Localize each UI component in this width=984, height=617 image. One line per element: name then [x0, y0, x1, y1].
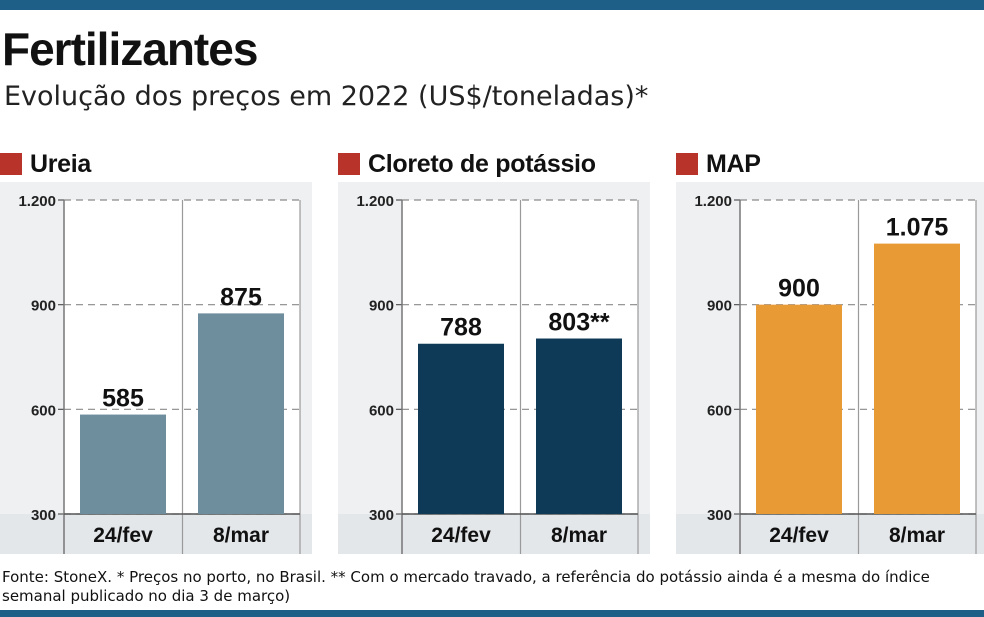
y-tick-label: 900	[707, 298, 732, 315]
panel-header: Ureia	[0, 146, 91, 182]
panel-ureia: Ureia 300 600 900 1.200 585 24/fev 875 8/mar	[0, 146, 312, 566]
panel-title: Ureia	[30, 149, 92, 178]
bar	[80, 414, 166, 514]
data-label: 803**	[548, 309, 609, 337]
category-label: 24/fev	[431, 524, 491, 547]
y-tick-label: 300	[707, 507, 732, 524]
y-tick-label: 300	[31, 507, 56, 524]
y-tick-label: 1.200	[694, 193, 732, 210]
y-tick-label: 600	[31, 402, 56, 419]
panel-title: Cloreto de potássio	[368, 149, 596, 178]
category-label: 8/mar	[889, 524, 945, 547]
bar	[418, 343, 504, 514]
bar-chart-ureia: 300 600 900 1.200 585 24/fev 875 8/mar	[0, 182, 312, 554]
category-band	[338, 514, 650, 554]
y-tick-label: 900	[369, 298, 394, 315]
chart-subtitle: Evolução dos preços em 2022 (US$/tonelad…	[4, 81, 649, 112]
bottom-bar	[0, 610, 984, 617]
bar	[756, 304, 842, 514]
y-tick-label: 1.200	[356, 193, 394, 210]
chart-title: Fertilizantes	[2, 23, 258, 75]
bar-chart-cloreto: 300 600 900 1.200 788 24/fev 803** 8/mar	[338, 182, 650, 554]
bar	[198, 313, 284, 514]
y-tick-label: 600	[369, 402, 394, 419]
bar	[874, 243, 960, 514]
y-tick-label: 300	[369, 507, 394, 524]
category-band	[676, 514, 984, 554]
panel-title: MAP	[706, 149, 761, 178]
panel-swatch	[676, 153, 698, 175]
bar	[536, 338, 622, 514]
data-label: 875	[220, 283, 262, 311]
category-label: 8/mar	[551, 524, 607, 547]
bar-chart-map: 300 600 900 1.200 900 24/fev 1.075 8/mar	[676, 182, 984, 554]
data-label: 900	[778, 275, 820, 303]
y-tick-label: 900	[31, 298, 56, 315]
category-label: 24/fev	[769, 524, 829, 547]
top-bar	[0, 0, 984, 10]
panel-cloreto-de-potassio: Cloreto de potássio 300 600 900 1.200 788 24/…	[338, 146, 650, 566]
y-tick-label: 600	[707, 402, 732, 419]
footnote: Fonte: StoneX. * Preços no porto, no Bra…	[2, 568, 930, 605]
y-tick-label: 1.200	[18, 193, 56, 210]
panel-header: Cloreto de potássio	[338, 146, 596, 182]
data-label: 1.075	[886, 214, 949, 242]
category-band	[0, 514, 312, 554]
panel-swatch	[0, 153, 22, 175]
category-label: 24/fev	[93, 524, 153, 547]
panel-header: MAP	[676, 146, 761, 182]
category-label: 8/mar	[213, 524, 269, 547]
data-label: 585	[102, 385, 144, 413]
panel-swatch	[338, 153, 360, 175]
data-label: 788	[440, 314, 482, 342]
panel-map: MAP 300 600 900 1.200 900 24/fev 1.075 8/mar	[676, 146, 984, 566]
